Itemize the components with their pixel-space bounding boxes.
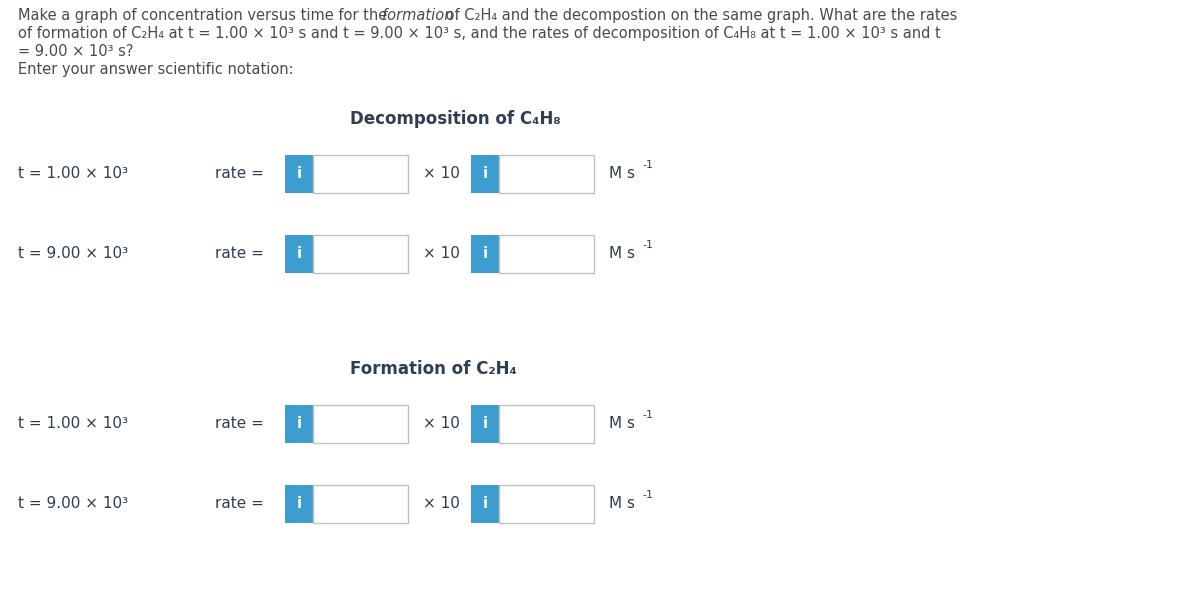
- Text: × 10: × 10: [423, 497, 460, 511]
- Text: -1: -1: [641, 160, 653, 170]
- Text: Formation of C₂H₄: Formation of C₂H₄: [350, 360, 517, 378]
- Text: i: i: [296, 497, 302, 511]
- Text: M s: M s: [609, 167, 635, 181]
- Text: = 9.00 × 10³ s?: = 9.00 × 10³ s?: [18, 44, 133, 59]
- FancyBboxPatch shape: [313, 235, 408, 273]
- Text: M s: M s: [609, 246, 635, 262]
- Text: -1: -1: [641, 240, 653, 250]
- Text: i: i: [296, 417, 302, 431]
- Text: rate =: rate =: [215, 417, 264, 431]
- FancyBboxPatch shape: [499, 155, 594, 193]
- FancyBboxPatch shape: [285, 155, 313, 193]
- FancyBboxPatch shape: [471, 405, 499, 443]
- FancyBboxPatch shape: [499, 235, 594, 273]
- Text: rate =: rate =: [215, 497, 264, 511]
- FancyBboxPatch shape: [499, 485, 594, 523]
- Text: of C₂H₄ and the decompostion on the same graph. What are the rates: of C₂H₄ and the decompostion on the same…: [441, 8, 957, 23]
- Text: M s: M s: [609, 497, 635, 511]
- FancyBboxPatch shape: [313, 485, 408, 523]
- FancyBboxPatch shape: [471, 235, 499, 273]
- Text: × 10: × 10: [423, 167, 460, 181]
- Text: t = 9.00 × 10³: t = 9.00 × 10³: [18, 497, 128, 511]
- Text: -1: -1: [641, 410, 653, 420]
- Text: i: i: [482, 167, 488, 181]
- Text: × 10: × 10: [423, 417, 460, 431]
- FancyBboxPatch shape: [313, 405, 408, 443]
- Text: of formation of C₂H₄ at t = 1.00 × 10³ s and t = 9.00 × 10³ s, and the rates of : of formation of C₂H₄ at t = 1.00 × 10³ s…: [18, 26, 941, 41]
- Text: i: i: [296, 167, 302, 181]
- FancyBboxPatch shape: [313, 155, 408, 193]
- Text: × 10: × 10: [423, 246, 460, 262]
- Text: Decomposition of C₄H₈: Decomposition of C₄H₈: [350, 110, 561, 128]
- Text: rate =: rate =: [215, 246, 264, 262]
- FancyBboxPatch shape: [499, 405, 594, 443]
- Text: rate =: rate =: [215, 167, 264, 181]
- Text: i: i: [482, 246, 488, 262]
- FancyBboxPatch shape: [285, 405, 313, 443]
- Text: formation: formation: [382, 8, 453, 23]
- Text: i: i: [482, 417, 488, 431]
- FancyBboxPatch shape: [471, 155, 499, 193]
- FancyBboxPatch shape: [285, 235, 313, 273]
- Text: M s: M s: [609, 417, 635, 431]
- FancyBboxPatch shape: [285, 485, 313, 523]
- Text: -1: -1: [641, 490, 653, 500]
- Text: t = 1.00 × 10³: t = 1.00 × 10³: [18, 417, 128, 431]
- Text: Enter your answer scientific notation:: Enter your answer scientific notation:: [18, 62, 294, 77]
- Text: Make a graph of concentration versus time for the: Make a graph of concentration versus tim…: [18, 8, 392, 23]
- Text: t = 9.00 × 10³: t = 9.00 × 10³: [18, 246, 128, 262]
- Text: i: i: [482, 497, 488, 511]
- Text: i: i: [296, 246, 302, 262]
- FancyBboxPatch shape: [471, 485, 499, 523]
- Text: t = 1.00 × 10³: t = 1.00 × 10³: [18, 167, 128, 181]
